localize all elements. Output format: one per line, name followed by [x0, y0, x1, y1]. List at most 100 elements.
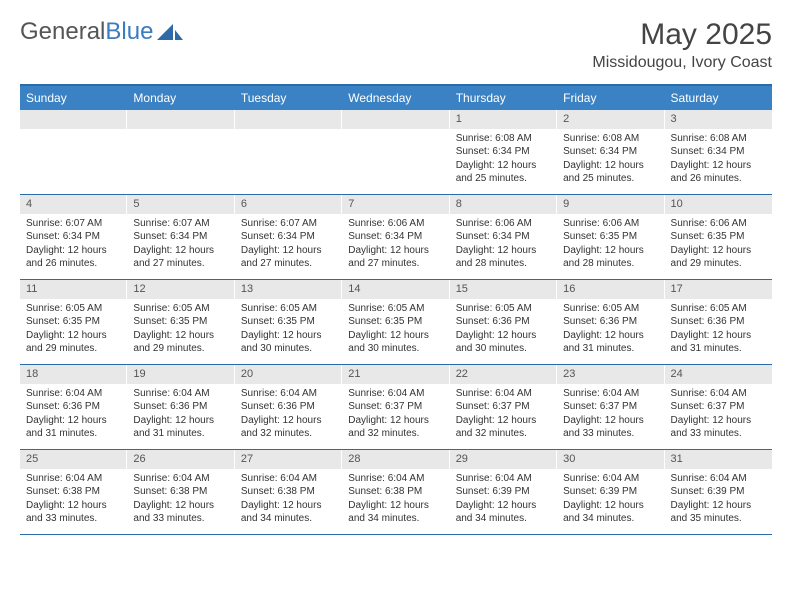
day-line: Sunrise: 6:04 AM [456, 472, 551, 486]
day-number: . [20, 110, 127, 129]
day-29: 29Sunrise: 6:04 AMSunset: 6:39 PMDayligh… [450, 450, 557, 534]
day-number: . [127, 110, 234, 129]
day-line: Daylight: 12 hours and 33 minutes. [671, 414, 766, 441]
dow-thursday: Thursday [450, 86, 557, 110]
day-number: 1 [450, 110, 557, 129]
day-content: Sunrise: 6:04 AMSunset: 6:37 PMDaylight:… [450, 384, 557, 447]
day-empty: . [20, 110, 127, 194]
day-line: Sunset: 6:36 PM [456, 315, 551, 329]
day-content: Sunrise: 6:04 AMSunset: 6:37 PMDaylight:… [342, 384, 449, 447]
dow-monday: Monday [127, 86, 234, 110]
week-row: 4Sunrise: 6:07 AMSunset: 6:34 PMDaylight… [20, 195, 772, 280]
week-row: 25 Sunrise: 6:04 AM Sunset: 6:38 PM Dayligh… [20, 450, 772, 535]
day-line: Daylight: 12 hours and 30 minutes. [241, 329, 336, 356]
day-line: Daylight: 12 hours and 30 minutes. [348, 329, 443, 356]
day-line: Sunset: 6:35 PM [563, 230, 658, 244]
day-number: 7 [342, 195, 449, 214]
day-line: Sunset: 6:34 PM [456, 145, 551, 159]
day-content: Sunrise: 6:04 AMSunset: 6:37 PMDaylight:… [665, 384, 772, 447]
day-number: . [235, 110, 342, 129]
day-line: Sunrise: 6:08 AM [456, 132, 551, 146]
day-line: Sunrise: 6:04 AM [348, 472, 443, 486]
day-line: Sunset: 6:35 PM [671, 230, 766, 244]
day-number: 16 [557, 280, 664, 299]
day-content: Sunrise: 6:04 AMSunset: 6:37 PMDaylight:… [557, 384, 664, 447]
dow-sunday: Sunday [20, 86, 127, 110]
day-18: 18Sunrise: 6:04 AMSunset: 6:36 PMDayligh… [20, 365, 127, 449]
day-line: Sunrise: 6:06 AM [563, 217, 658, 231]
day-23: 23Sunrise: 6:04 AMSunset: 6:37 PMDayligh… [557, 365, 664, 449]
day-line: Daylight: 12 hours and 34 minutes. [563, 499, 658, 526]
day-line: Sunset: 6:37 PM [348, 400, 443, 414]
day-line: Daylight: 12 hours and 31 minutes. [133, 414, 228, 441]
day-content: Sunrise: 6:04 AMSunset: 6:36 PMDaylight:… [235, 384, 342, 447]
day-line: Sunrise: 6:05 AM [26, 302, 121, 316]
day-26: 26Sunrise: 6:04 AMSunset: 6:38 PMDayligh… [127, 450, 234, 534]
dow-wednesday: Wednesday [342, 86, 449, 110]
day-content: Sunrise: 6:05 AMSunset: 6:36 PMDaylight:… [450, 299, 557, 362]
day-line: Sunset: 6:35 PM [348, 315, 443, 329]
day-number: 28 [342, 450, 449, 469]
day-line: Sunset: 6:39 PM [671, 485, 766, 499]
day-number: 23 [557, 365, 664, 384]
day-line: Daylight: 12 hours and 34 minutes. [241, 499, 336, 526]
day-content [20, 129, 127, 138]
day-31: 31Sunrise: 6:04 AMSunset: 6:39 PMDayligh… [665, 450, 772, 534]
calendar: SundayMondayTuesdayWednesdayThursdayFrid… [20, 84, 772, 535]
day-line: Sunrise: 6:04 AM [241, 472, 336, 486]
day-line: Sunset: 6:37 PM [671, 400, 766, 414]
day-line: Sunset: 6:36 PM [241, 400, 336, 414]
day-of-week-row: SundayMondayTuesdayWednesdayThursdayFrid… [20, 86, 772, 110]
day-14: 14Sunrise: 6:05 AMSunset: 6:35 PMDayligh… [342, 280, 449, 364]
day-line: Daylight: 12 hours and 32 minutes. [456, 414, 551, 441]
day-content: Sunrise: 6:04 AMSunset: 6:39 PMDaylight:… [557, 469, 664, 532]
day-16: 16Sunrise: 6:05 AMSunset: 6:36 PMDayligh… [557, 280, 664, 364]
day-line: Daylight: 12 hours and 26 minutes. [26, 244, 121, 271]
day-27: 27Sunrise: 6:04 AMSunset: 6:38 PMDayligh… [235, 450, 342, 534]
day-line: Sunset: 6:34 PM [456, 230, 551, 244]
day-number: 18 [20, 365, 127, 384]
day-empty: . [127, 110, 234, 194]
day-line: Sunset: 6:36 PM [563, 315, 658, 329]
day-content: Sunrise: 6:05 AMSunset: 6:35 PMDaylight:… [235, 299, 342, 362]
day-content: Sunrise: 6:07 AMSunset: 6:34 PMDaylight:… [235, 214, 342, 277]
day-number: 27 [235, 450, 342, 469]
day-7: 7Sunrise: 6:06 AMSunset: 6:34 PMDaylight… [342, 195, 449, 279]
day-13: 13Sunrise: 6:05 AMSunset: 6:35 PMDayligh… [235, 280, 342, 364]
location-label: Missidougou, Ivory Coast [592, 54, 772, 72]
day-line: Daylight: 12 hours and 27 minutes. [133, 244, 228, 271]
day-4: 4Sunrise: 6:07 AMSunset: 6:34 PMDaylight… [20, 195, 127, 279]
day-number: 10 [665, 195, 772, 214]
day-line: Daylight: 12 hours and 33 minutes. [26, 499, 121, 526]
day-line: Sunrise: 6:04 AM [26, 387, 121, 401]
dow-friday: Friday [557, 86, 664, 110]
day-line: Sunrise: 6:05 AM [348, 302, 443, 316]
day-line: Sunset: 6:36 PM [26, 400, 121, 414]
logo-sail-icon [157, 22, 183, 42]
day-1: 1Sunrise: 6:08 AMSunset: 6:34 PMDaylight… [450, 110, 557, 194]
day-line: Sunset: 6:34 PM [26, 230, 121, 244]
day-line: Daylight: 12 hours and 33 minutes. [563, 414, 658, 441]
day-number: 15 [450, 280, 557, 299]
day-line: Sunset: 6:36 PM [671, 315, 766, 329]
logo-text-blue: Blue [105, 18, 153, 46]
day-line: Sunrise: 6:04 AM [26, 472, 121, 486]
day-number: 25 [20, 450, 127, 469]
day-content: Sunrise: 6:05 AMSunset: 6:35 PMDaylight:… [127, 299, 234, 362]
day-empty: . [342, 110, 449, 194]
day-line: Daylight: 12 hours and 34 minutes. [348, 499, 443, 526]
day-10: 10Sunrise: 6:06 AMSunset: 6:35 PMDayligh… [665, 195, 772, 279]
week-row: ....1Sunrise: 6:08 AMSunset: 6:34 PMDayl… [20, 110, 772, 195]
day-line: Sunrise: 6:04 AM [456, 387, 551, 401]
day-number: 17 [665, 280, 772, 299]
day-line: Sunrise: 6:06 AM [348, 217, 443, 231]
day-line: Sunset: 6:38 PM [133, 485, 228, 499]
day-25: 25Sunrise: 6:04 AMSunset: 6:38 PMDayligh… [20, 450, 127, 534]
day-line: Sunrise: 6:05 AM [241, 302, 336, 316]
day-content: Sunrise: 6:05 AMSunset: 6:36 PMDaylight:… [557, 299, 664, 362]
day-number: 24 [665, 365, 772, 384]
day-line: Daylight: 12 hours and 28 minutes. [456, 244, 551, 271]
day-line: Sunset: 6:34 PM [133, 230, 228, 244]
day-content: Sunrise: 6:06 AMSunset: 6:35 PMDaylight:… [557, 214, 664, 277]
day-number: 22 [450, 365, 557, 384]
